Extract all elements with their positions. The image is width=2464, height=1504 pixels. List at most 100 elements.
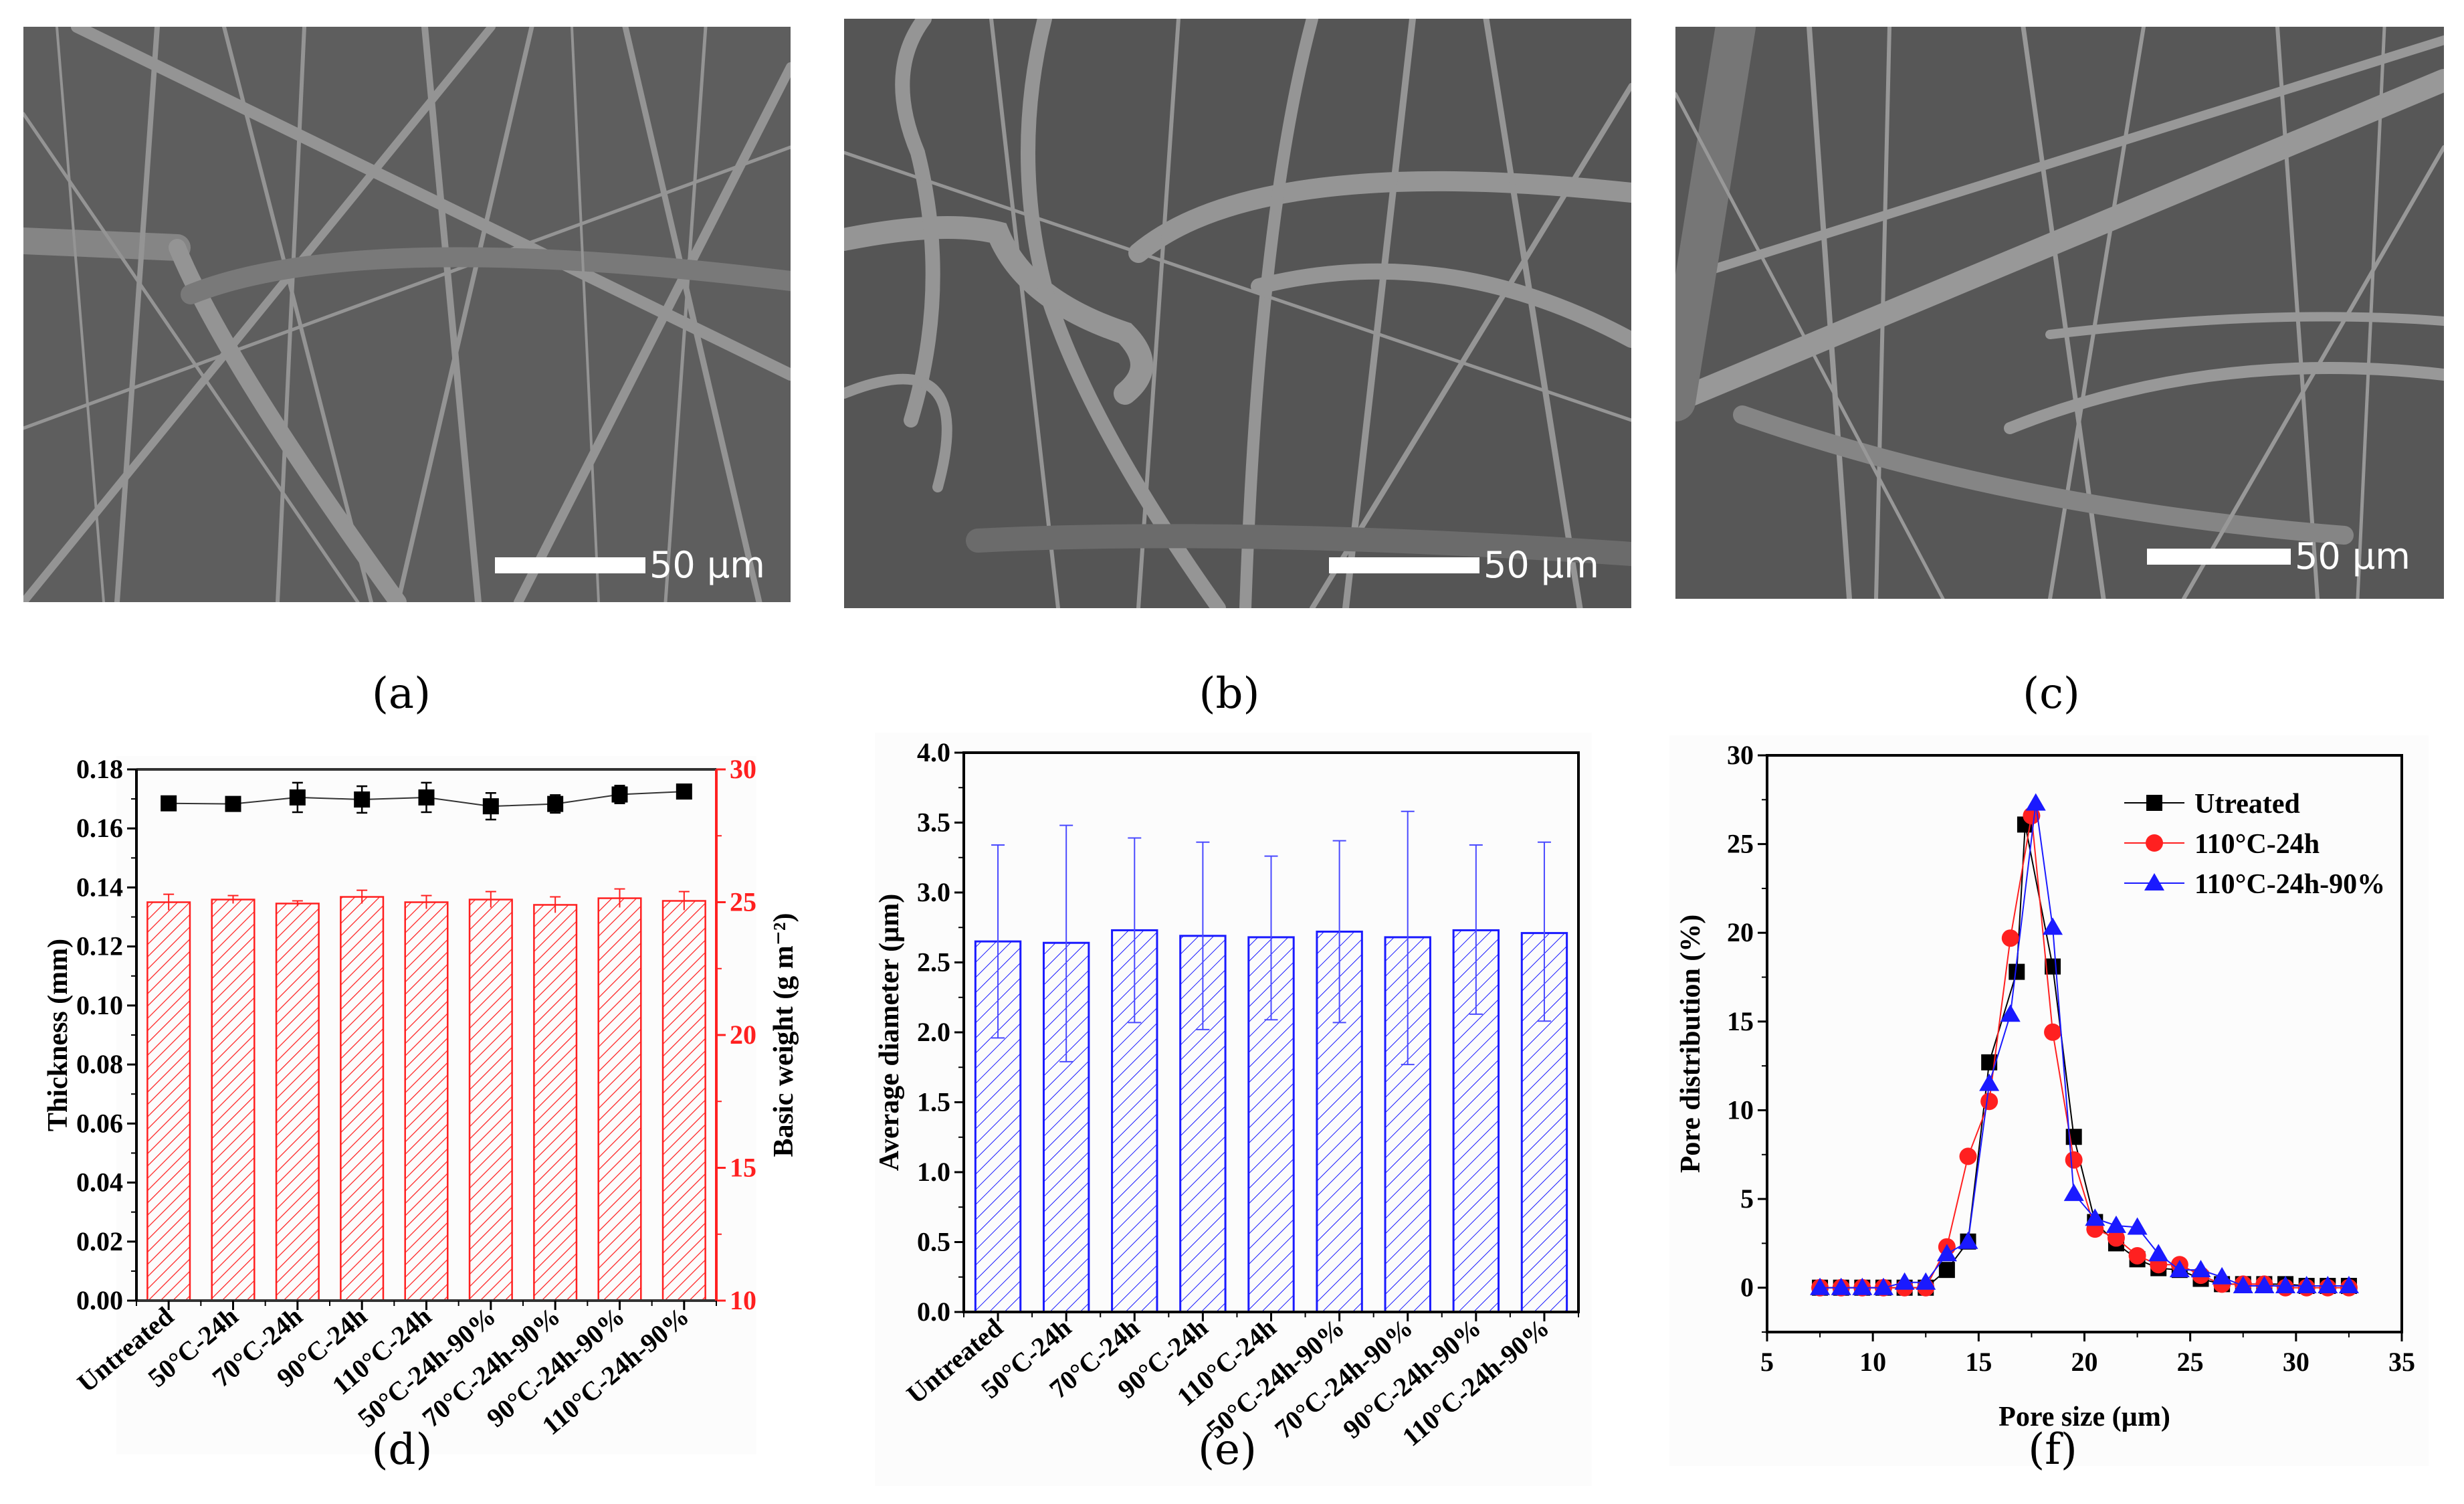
panel-label-a: (a) [371,669,431,719]
square-marker [547,795,564,812]
y-tick-label: 1.5 [917,1087,950,1117]
x-tick-label: 5 [1760,1347,1774,1377]
y-tick-label: 0.14 [76,872,123,902]
y-tick-label: 5 [1740,1184,1754,1214]
triangle-marker [2296,1276,2317,1294]
circle-marker [2146,834,2163,852]
y-tick-label: 10 [1727,1095,1754,1125]
triangle-marker [2025,793,2046,811]
y-tick-label: 0.0 [917,1297,950,1327]
sem-image-a: 50 µm [23,27,791,602]
y-tick-label: 0.10 [76,990,123,1020]
triangle-marker [1979,1073,2000,1091]
triangle-marker [1873,1277,1893,1295]
y-tick-label: 4.0 [917,737,950,767]
y-tick-label: 25 [1727,829,1754,859]
bar-basic-weight [661,900,706,1302]
chart-d-svg: 0.00 0.02 0.04 0.06 0.08 0.10 0.12 0.14 0.16 0.18… [43,754,799,1454]
legend-label: Utreated [2194,789,2300,820]
square-marker [611,786,628,803]
y-tick-label: 3.5 [917,808,950,838]
scale-bar-line [1329,557,1479,573]
y-tick-label: 0 [1740,1273,1754,1303]
circle-marker [1980,1093,1998,1111]
y-right-tick-label: 15 [730,1153,756,1183]
y-tick-label: 15 [1727,1006,1754,1036]
triangle-marker [2233,1276,2253,1294]
scale-bar-c: 50 µm [2147,539,2410,575]
triangle-marker [1810,1277,1831,1295]
scale-bar-a: 50 µm [495,547,765,583]
y-tick-label: 0.18 [76,754,123,784]
plot-bg [1669,735,2429,1466]
square-marker [2146,795,2162,811]
triangle-marker [2275,1276,2296,1294]
y-tick-label: 0.04 [76,1167,123,1198]
chart-pore-distribution: 0 5 10 15 20 25 30 5 10 15 20 25 30 35 Pore size (µm) P… [1643,723,2464,1466]
square-marker [161,795,177,812]
bar-basic-weight [404,901,449,1302]
sem-fibers-c [1675,27,2444,599]
y-axis-title: Pore distribution (%) [1675,915,1706,1173]
panel-label-f: (f) [2028,1425,2077,1475]
triangle-marker [2212,1266,2233,1285]
chart-average-diameter: 0.0 0.5 1.0 1.5 2.0 2.5 3.0 3.5 4.0 Untreated 50°C… [821,723,1643,1486]
scale-bar-label: 50 µm [2295,535,2410,577]
square-marker [225,795,241,812]
triangle-marker [1958,1231,1978,1249]
x-tick-label: 30 [2283,1347,2309,1377]
triangle-marker [2318,1276,2338,1294]
square-marker [289,789,306,806]
x-tick-label: 20 [2071,1347,2098,1377]
bar-basic-weight [275,903,320,1302]
y-tick-label: 0.06 [76,1108,123,1138]
sem-fibers-a [23,27,791,602]
sem-fibers-b [844,19,1631,608]
chart-e-svg: 0.00.51.01.52.02.53.03.54.0Untreated50°C… [874,733,1592,1486]
bar-basic-weight [146,901,191,1302]
panel-label-d: (d) [371,1425,433,1475]
triangle-marker [2190,1260,2211,1278]
triangle-marker [1916,1272,1936,1290]
panel-label-e: (e) [1198,1425,1257,1475]
circle-marker [1959,1147,1977,1165]
scale-bar-line [2147,549,2291,565]
y-tick-label: 0.5 [917,1227,950,1257]
bar-basic-weight [340,896,385,1302]
y-right-axis-title: Basic weight (g m⁻²) [768,913,799,1157]
y-axis-title: Average diameter (µm) [874,894,905,1171]
y-tick-label: 0.08 [76,1049,123,1079]
scale-bar-label: 50 µm [1483,544,1599,586]
triangle-marker [2043,917,2063,935]
triangle-marker [1936,1244,1957,1262]
triangle-marker [2338,1276,2359,1294]
circle-marker [2107,1229,2125,1247]
y-tick-label: 2.0 [917,1017,950,1047]
triangle-marker [2254,1276,2275,1294]
chart-thickness-basic-weight: 0.00 0.02 0.04 0.06 0.08 0.10 0.12 0.14 0.16 0.18… [0,723,821,1454]
square-marker [482,798,499,815]
x-tick-label: 15 [1965,1347,1992,1377]
bar-basic-weight [468,899,513,1302]
triangle-marker [1831,1277,1851,1295]
bar-basic-weight [533,904,578,1302]
circle-marker [2023,807,2041,825]
series-triangle [1810,793,2359,1295]
scale-bar-b: 50 µm [1329,547,1599,583]
y-axis-title: Thickness (mm) [43,939,74,1131]
square-marker [354,791,371,808]
y-tick-label: 0.02 [76,1226,123,1256]
triangle-marker [2144,873,2164,890]
x-tick-label: 35 [2388,1347,2415,1377]
panel-label-b: (b) [1199,669,1260,719]
sem-image-c: 50 µm [1675,27,2444,599]
triangle-marker [2106,1215,2126,1233]
y-tick-label: 0.16 [76,813,123,843]
triangle-marker [1852,1277,1873,1295]
legend: Utreated 110°C-24h 110°C-24h-90% [2124,789,2385,900]
y-right-tick-label: 10 [730,1285,756,1315]
x-tick-label: 10 [1859,1347,1886,1377]
panel-label-c: (c) [2023,669,2080,719]
legend-label: 110°C-24h [2194,829,2320,860]
triangle-marker [2127,1217,2148,1235]
